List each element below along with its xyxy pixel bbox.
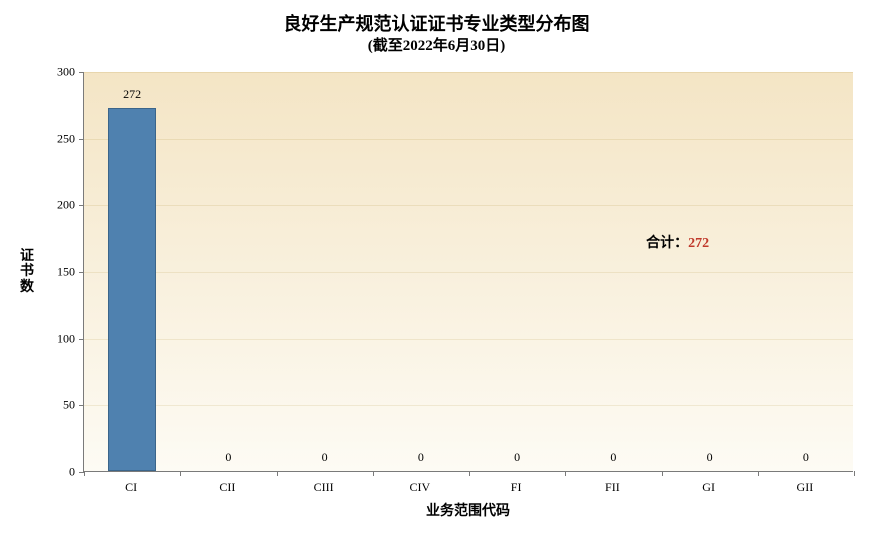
x-tick-label: GII — [797, 480, 814, 495]
y-tick-mark — [79, 205, 84, 206]
x-tick-mark — [180, 471, 181, 476]
y-tick-label: 100 — [43, 331, 75, 346]
x-tick-label: CI — [125, 480, 137, 495]
x-tick-mark — [277, 471, 278, 476]
x-tick-mark — [373, 471, 374, 476]
y-tick-label: 150 — [43, 265, 75, 280]
gridline — [84, 339, 853, 340]
y-tick-mark — [79, 272, 84, 273]
y-tick-label: 50 — [43, 398, 75, 413]
plot-area: 2720000000合计：272 — [83, 72, 853, 472]
x-axis-title: 业务范围代码 — [83, 500, 853, 520]
gridline — [84, 272, 853, 273]
y-tick-mark — [79, 339, 84, 340]
total-annotation-value: 272 — [688, 236, 709, 251]
x-tick-mark — [84, 471, 85, 476]
gridline — [84, 205, 853, 206]
x-tick-label: CII — [219, 480, 235, 495]
x-tick-label: FII — [605, 480, 620, 495]
gridline — [84, 72, 853, 73]
chart-container: 良好生产规范认证证书专业类型分布图 (截至2022年6月30日) 2720000… — [0, 0, 873, 536]
y-axis-title: 证书数 — [18, 249, 36, 295]
x-tick-label: CIV — [410, 480, 431, 495]
x-tick-mark — [565, 471, 566, 476]
x-tick-mark — [854, 471, 855, 476]
y-tick-label: 300 — [43, 65, 75, 80]
y-axis-title-char: 证 — [18, 249, 36, 264]
total-annotation: 合计：272 — [646, 232, 709, 252]
x-tick-mark — [662, 471, 663, 476]
x-tick-label: GI — [702, 480, 715, 495]
y-tick-label: 250 — [43, 131, 75, 146]
x-tick-label: FI — [511, 480, 522, 495]
gridline — [84, 405, 853, 406]
y-tick-label: 0 — [43, 465, 75, 480]
chart-subtitle: (截至2022年6月30日) — [0, 34, 873, 55]
x-tick-label: CIII — [314, 480, 334, 495]
total-annotation-prefix: 合计： — [646, 236, 688, 251]
bar — [108, 108, 156, 471]
gridline — [84, 139, 853, 140]
y-tick-label: 200 — [43, 198, 75, 213]
y-tick-mark — [79, 405, 84, 406]
chart-title: 良好生产规范认证证书专业类型分布图 — [0, 10, 873, 36]
y-axis-title-char: 书 — [18, 264, 36, 279]
y-axis-title-char: 数 — [18, 280, 36, 295]
x-tick-mark — [469, 471, 470, 476]
y-tick-mark — [79, 72, 84, 73]
x-tick-mark — [758, 471, 759, 476]
y-tick-mark — [79, 139, 84, 140]
